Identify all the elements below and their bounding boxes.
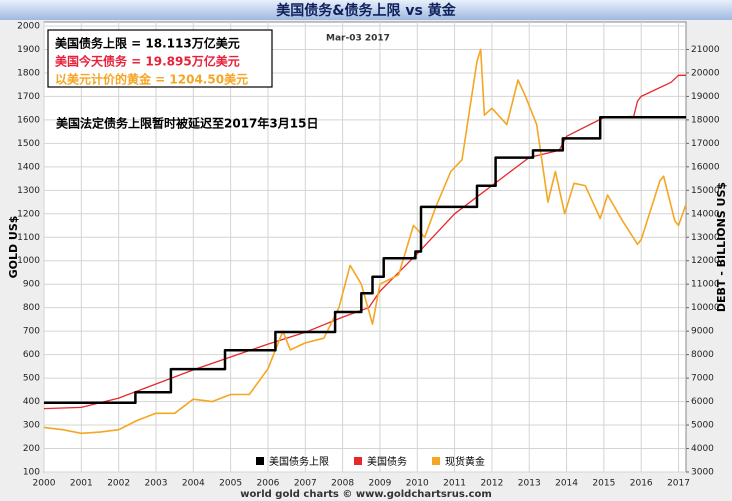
x-tick-label: 2001 <box>70 479 93 489</box>
y2-tick-label: 20000 <box>691 68 720 78</box>
series-line <box>43 74 686 410</box>
y2-tick-label: 9000 <box>691 327 714 337</box>
y-tick-label: 1400 <box>17 162 40 172</box>
legend-swatch <box>256 457 264 465</box>
legend-swatch <box>432 457 440 465</box>
info-line: 以美元计价的黄金 = 1204.50美元 <box>55 72 248 87</box>
series-line <box>44 115 686 405</box>
y-tick-label: 800 <box>23 303 40 313</box>
x-tick-label: 2013 <box>518 479 541 489</box>
legend-swatch <box>354 457 362 465</box>
x-tick-label: 2009 <box>368 479 391 489</box>
x-tick-label: 2016 <box>630 479 653 489</box>
chart-title: 美国债务&债务上限 vs 黄金 <box>276 2 456 19</box>
y2-tick-label: 3000 <box>691 468 714 478</box>
legend-label: 美国债务上限 <box>269 455 329 468</box>
note: 美国法定债务上限暂时被延迟至2017年3月15日 <box>56 116 318 131</box>
x-tick-label: 2015 <box>592 479 615 489</box>
x-tick-label: 2012 <box>480 479 503 489</box>
y2-tick-label: 12000 <box>691 256 720 266</box>
plot-area <box>43 21 687 473</box>
legend: 美国债务上限 美国债务 现货黄金 <box>256 455 485 468</box>
x-tick-label: 2002 <box>107 479 130 489</box>
info-box <box>47 29 273 88</box>
y-tick-label: 1500 <box>17 139 40 149</box>
y-tick-label: 1900 <box>17 45 40 55</box>
y-tick-label: 100 <box>23 468 40 478</box>
y-tick-label: 700 <box>23 327 40 337</box>
y2-tick-label: 11000 <box>691 280 720 290</box>
y2-tick-label: 10000 <box>691 303 720 313</box>
info-line: 美国今天债务 = 19.895万亿美元 <box>55 54 240 69</box>
legend-label: 现货黄金 <box>445 455 485 468</box>
y-tick-label: 1000 <box>17 256 40 266</box>
date-label: Mar-03 2017 <box>326 34 390 44</box>
y2-axis-label: DEBT - BILLIONS US$ <box>715 182 728 312</box>
y-tick-label: 600 <box>23 350 40 360</box>
y2-tick-label: 5000 <box>691 421 714 431</box>
y-tick-label: 1100 <box>17 233 40 243</box>
x-tick-label: 2004 <box>182 479 205 489</box>
x-tick-label: 2011 <box>443 479 466 489</box>
x-tick-label: 2000 <box>33 479 56 489</box>
y2-tick-label: 4000 <box>691 444 714 454</box>
x-tick-label: 2010 <box>406 479 429 489</box>
legend-label: 美国债务 <box>367 455 407 468</box>
y-axis-label: GOLD US$ <box>7 216 20 279</box>
y-tick-label: 500 <box>23 374 40 384</box>
y-tick-label: 1800 <box>17 68 40 78</box>
y2-tick-label: 16000 <box>691 162 720 172</box>
x-tick-label: 2005 <box>219 479 242 489</box>
source: world gold charts © www.goldchartsrus.co… <box>240 489 492 500</box>
x-tick-label: 2017 <box>667 479 690 489</box>
y-tick-label: 400 <box>23 397 40 407</box>
y2-tick-label: 19000 <box>691 92 720 102</box>
y-tick-label: 1700 <box>17 92 40 102</box>
y2-tick-label: 15000 <box>691 186 720 196</box>
y-tick-label: 2000 <box>17 22 40 32</box>
y-tick-label: 200 <box>23 444 40 454</box>
y-tick-label: 300 <box>23 421 40 431</box>
x-tick-label: 2008 <box>331 479 354 489</box>
y-tick-label: 1600 <box>17 115 40 125</box>
y2-tick-label: 13000 <box>691 233 720 243</box>
lines <box>43 48 687 435</box>
y2-tick-label: 18000 <box>691 115 720 125</box>
x-tick-label: 2006 <box>257 479 280 489</box>
y-tick-label: 1200 <box>17 209 40 219</box>
y2-tick-label: 7000 <box>691 374 714 384</box>
x-tick-label: 2007 <box>294 479 317 489</box>
y2-tick-label: 17000 <box>691 139 720 149</box>
title-bar <box>0 0 732 20</box>
y2-tick-label: 6000 <box>691 397 714 407</box>
x-tick-label: 2014 <box>555 479 578 489</box>
y-tick-label: 900 <box>23 280 40 290</box>
x-tick-label: 2003 <box>145 479 168 489</box>
info-line: 美国债务上限 = 18.113万亿美元 <box>55 36 240 51</box>
y2-tick-label: 14000 <box>691 209 720 219</box>
y2-tick-label: 21000 <box>691 45 720 55</box>
y2-tick-label: 8000 <box>691 350 714 360</box>
y-tick-label: 1300 <box>17 186 40 196</box>
